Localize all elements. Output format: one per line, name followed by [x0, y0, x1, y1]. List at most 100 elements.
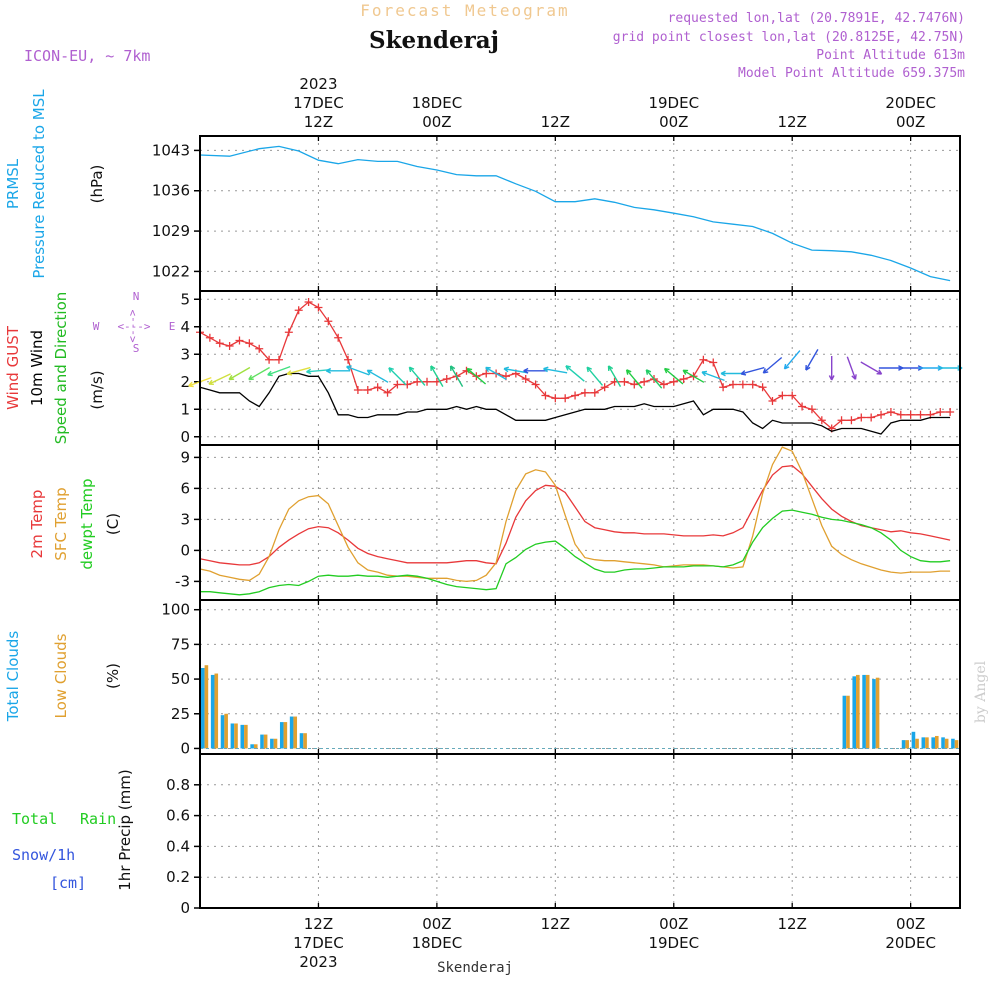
wind-direction-arrow: [449, 365, 464, 387]
panel-label: Total Clouds: [4, 631, 22, 723]
y-tick-label: 0.2: [166, 868, 190, 886]
total-cloud-bar: [921, 737, 926, 749]
panel-wind: 0 1 2 3 4 5 Wind GUST 10m Wind Speed and Directi…: [4, 290, 963, 446]
compass-w: W: [93, 320, 100, 333]
y-axis-label: 1hr Precip (mm): [116, 769, 134, 890]
total-cloud-bar: [911, 731, 916, 749]
gust-marker: [699, 355, 708, 364]
low-cloud-bar: [905, 740, 909, 749]
gust-marker: [403, 380, 412, 389]
panel-label: dewpt Temp: [78, 478, 96, 569]
panel-label: Speed and Direction: [52, 292, 70, 445]
low-cloud-bar: [224, 713, 228, 749]
gust-marker: [245, 339, 254, 348]
gust-marker: [294, 306, 303, 315]
total-cloud-bar: [901, 740, 906, 749]
time-label-top: 00Z: [896, 113, 925, 131]
wind-direction-arrow: [805, 349, 819, 371]
gust-marker: [857, 413, 866, 422]
y-tick-label: 0: [180, 428, 190, 446]
compass-s: S: [133, 342, 140, 355]
model-altitude: Model Point Altitude 659.375m: [738, 66, 965, 81]
time-label-bottom: 12Z: [778, 915, 807, 933]
precip-legend-label: [cm]: [50, 874, 86, 892]
wind-direction-arrow: [701, 370, 725, 382]
compass-n: N: [133, 290, 140, 303]
series-line-sfc-temp: [199, 446, 951, 583]
total-cloud-bar: [201, 667, 205, 749]
panel-label: Low Clouds: [52, 633, 70, 718]
wind-direction-arrow: [682, 369, 705, 383]
wind-direction-arrow: [466, 367, 487, 385]
total-cloud-bar: [240, 724, 245, 749]
low-cloud-bar: [954, 740, 959, 749]
wind-direction-arrow: [248, 366, 270, 381]
gust-marker: [274, 355, 283, 364]
time-label-top: 17DEC: [293, 94, 344, 112]
time-label-top: 00Z: [659, 113, 688, 131]
credit-label: by Angel: [973, 660, 989, 723]
gust-marker: [640, 377, 649, 386]
gust-marker: [669, 377, 678, 386]
y-tick-label: 0.8: [166, 776, 190, 794]
total-cloud-bar: [289, 716, 294, 749]
gust-marker: [877, 410, 886, 419]
y-tick-label: 25: [171, 705, 190, 723]
total-cloud-bar: [210, 674, 215, 749]
gust-marker: [393, 380, 402, 389]
low-cloud-bar: [253, 744, 258, 749]
precip-legend-label: Total: [12, 810, 57, 828]
requested-coords: requested lon,lat (20.7891E, 42.7476N): [668, 11, 965, 26]
wind-direction-arrow: [828, 356, 835, 381]
y-tick-label: 100: [161, 601, 190, 619]
y-axis-label: (m/s): [88, 370, 106, 409]
panel-precip: 0 0.2 0.4 0.6 0.8 Total Rain Snow/1h [cm] 1hr Pre…: [12, 753, 961, 917]
time-label-bottom: 19DEC: [648, 934, 699, 952]
time-label-top: 2023: [299, 75, 337, 93]
gust-marker: [590, 388, 599, 397]
gust-marker: [383, 388, 392, 397]
gust-marker: [551, 394, 560, 403]
total-cloud-bar: [270, 738, 274, 749]
low-cloud-bar: [273, 738, 278, 749]
wind-direction-arrow: [430, 365, 444, 387]
wind-direction-arrow: [286, 366, 311, 376]
gust-marker: [886, 408, 895, 416]
time-label-bottom: 00Z: [422, 915, 451, 933]
wind-direction-arrow: [607, 365, 622, 387]
gust-marker: [936, 408, 945, 416]
time-label-top: 00Z: [422, 113, 451, 131]
footer-location: Skenderaj: [437, 960, 513, 976]
y-tick-label: 1036: [152, 182, 190, 200]
gust-marker: [304, 298, 313, 306]
series-line-dewpt-temp: [200, 509, 951, 596]
y-tick-label: 5: [180, 290, 190, 308]
total-cloud-bar: [862, 674, 866, 749]
panel-clouds: 0 25 50 75 100 Total Clouds Low Clouds (%): [4, 599, 961, 757]
gust-marker: [531, 380, 540, 389]
time-label-top: 12Z: [778, 113, 807, 131]
wind-direction-arrow: [325, 367, 351, 374]
time-label-bottom: 18DEC: [412, 934, 463, 952]
gust-marker: [719, 383, 728, 392]
wind-direction-arrow: [846, 356, 857, 380]
wind-direction-arrow: [346, 365, 370, 376]
time-label-bottom: 20DEC: [885, 934, 936, 952]
time-label-top: 19DEC: [648, 94, 699, 112]
low-cloud-bar: [856, 674, 860, 749]
gust-marker: [541, 391, 550, 400]
compass-arrow-v: <--->: [126, 309, 139, 342]
panel-frame: [199, 135, 961, 292]
wind-direction-arrow: [860, 361, 883, 375]
low-cloud-bar: [915, 738, 919, 749]
y-tick-label: 0.6: [166, 807, 190, 825]
gust-marker: [344, 355, 353, 364]
low-cloud-bar: [204, 665, 209, 749]
gust-marker: [205, 333, 214, 342]
location-title: Skenderaj: [369, 27, 499, 54]
series-line-prmsl: [199, 145, 951, 282]
wind-direction-arrow: [388, 367, 407, 386]
compass-e: E: [169, 320, 176, 333]
